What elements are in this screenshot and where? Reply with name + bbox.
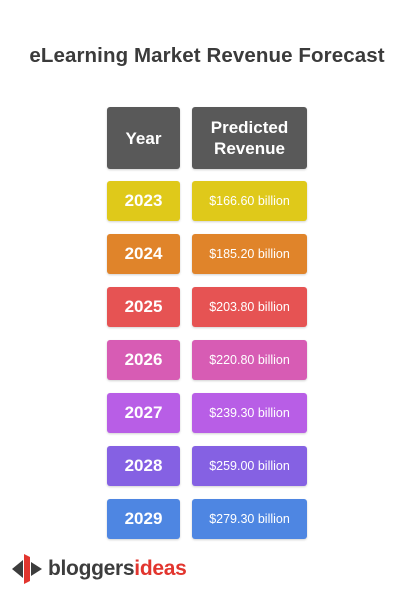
- revenue-cell-2023: $166.60 billion: [192, 181, 307, 221]
- revenue-cell-2025: $203.80 billion: [192, 287, 307, 327]
- year-cell-2024: 2024: [107, 234, 180, 274]
- chart-title: eLearning Market Revenue Forecast: [29, 44, 385, 67]
- revenue-cell-2028: $259.00 billion: [192, 446, 307, 486]
- revenue-cell-2029: $279.30 billion: [192, 499, 307, 539]
- revenue-cell-2026: $220.80 billion: [192, 340, 307, 380]
- year-cell-2026: 2026: [107, 340, 180, 380]
- revenue-header: Predicted Revenue: [192, 107, 307, 169]
- revenue-cell-2024: $185.20 billion: [192, 234, 307, 274]
- year-cell-2023: 2023: [107, 181, 180, 221]
- year-cell-2025: 2025: [107, 287, 180, 327]
- bloggersideas-logo[interactable]: bloggersideas: [10, 552, 187, 586]
- revenue-cell-2027: $239.30 billion: [192, 393, 307, 433]
- logo-text-ideas: ideas: [134, 557, 187, 580]
- year-cell-2029: 2029: [107, 499, 180, 539]
- bloggersideas-logo-icon: [12, 554, 42, 584]
- year-cell-2028: 2028: [107, 446, 180, 486]
- year-header: Year: [107, 107, 180, 169]
- logo-text-bloggers: bloggers: [48, 557, 135, 580]
- year-cell-2027: 2027: [107, 393, 180, 433]
